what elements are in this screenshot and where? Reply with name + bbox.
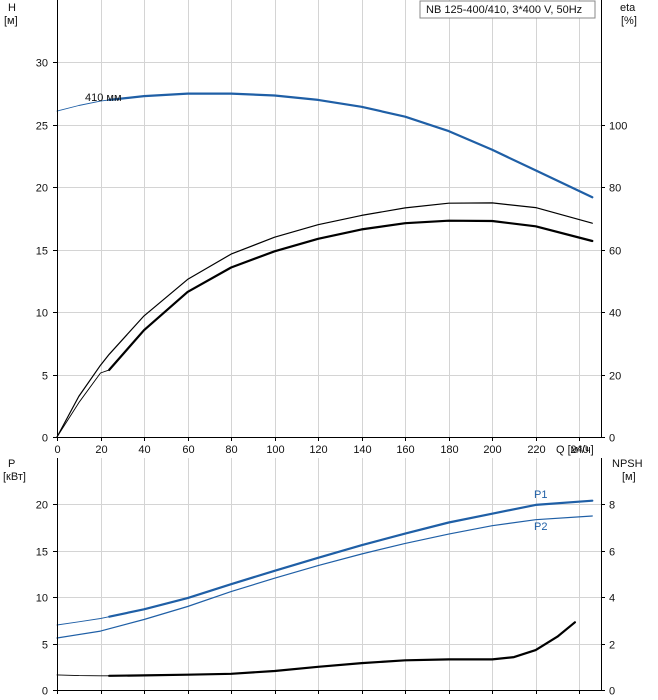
left-tick-label-5: 5 — [42, 640, 48, 652]
right-tick-label-0: 0 — [609, 686, 615, 698]
right-tick-label-20: 20 — [609, 371, 621, 383]
left-tick-label-20: 20 — [36, 500, 48, 512]
bottom-right-axis-unit: [м] — [622, 471, 636, 483]
series-0-0-extension — [56, 99, 110, 112]
x-tick-label-240: 240 — [570, 444, 588, 456]
left-tick-label-10: 10 — [36, 308, 48, 320]
x-tick-label-200: 200 — [483, 444, 501, 456]
right-tick-label-2: 2 — [609, 640, 615, 652]
series-1-2-line — [108, 621, 577, 677]
right-tick-label-8: 8 — [609, 500, 615, 512]
legend-box-text: NB 125-400/410, 3*400 V, 50Hz — [426, 4, 582, 16]
x-axis-label: Q [м³/ч] — [556, 444, 594, 456]
right-tick-label-6: 6 — [609, 547, 615, 559]
right-tick-label-4: 4 — [609, 593, 615, 605]
right-tick-label-40: 40 — [609, 308, 621, 320]
left-tick-label-25: 25 — [36, 121, 48, 133]
head-efficiency-panel: 0 5 10 15 20 25 30 0 20 40 60 80 100 0 20 40 60 80 100 120 1… — [4, 0, 637, 456]
x-tick-label-20: 20 — [95, 444, 107, 456]
bottom-series — [56, 499, 594, 677]
top-right-axis-unit: [%] — [621, 15, 637, 27]
bottom-grid — [57, 458, 601, 690]
series-1-2-extension — [56, 674, 110, 677]
right-tick-label-100: 100 — [609, 121, 627, 133]
series-1-0-extension — [56, 616, 110, 626]
series-label-p2: P2 — [534, 521, 547, 533]
left-tick-label-0: 0 — [42, 686, 48, 698]
right-tick-label-60: 60 — [609, 246, 621, 258]
x-tick-label-40: 40 — [138, 444, 150, 456]
x-tick-label-80: 80 — [225, 444, 237, 456]
series-0-0-line — [108, 92, 594, 199]
series-label-410: 410 мм — [85, 92, 122, 104]
right-tick-label-0: 0 — [609, 433, 615, 445]
top-right-axis-title: eta — [620, 2, 636, 14]
left-tick-label-0: 0 — [42, 433, 48, 445]
left-tick-label-20: 20 — [36, 183, 48, 195]
top-left-axis-title: H — [8, 2, 16, 14]
top-tick-labels: 0 5 10 15 20 25 30 0 20 40 60 80 100 0 20 40 60 80 100 120 1… — [36, 58, 628, 457]
bottom-axes — [57, 458, 602, 691]
x-tick-label-120: 120 — [309, 444, 327, 456]
right-tick-label-80: 80 — [609, 183, 621, 195]
x-tick-label-0: 0 — [54, 444, 60, 456]
top-axes — [57, 0, 602, 438]
left-tick-label-5: 5 — [42, 371, 48, 383]
x-tick-label-220: 220 — [527, 444, 545, 456]
bottom-left-axis-title: P — [8, 458, 15, 470]
series-0-2-extension — [56, 369, 110, 438]
left-tick-label-10: 10 — [36, 593, 48, 605]
top-grid — [57, 0, 601, 437]
left-tick-label-30: 30 — [36, 58, 48, 70]
x-tick-label-180: 180 — [440, 444, 458, 456]
series-1-1-line — [56, 515, 593, 639]
bottom-tick-labels: 0 5 10 15 20 0 2 4 6 8 — [36, 500, 615, 698]
series-label-p1: P1 — [534, 489, 547, 501]
top-left-axis-unit: [м] — [4, 15, 18, 27]
top-series — [56, 92, 594, 438]
x-tick-label-60: 60 — [182, 444, 194, 456]
series-0-1-line — [56, 202, 593, 438]
bottom-left-axis-unit: [кВт] — [3, 471, 26, 483]
legend-box: NB 125-400/410, 3*400 V, 50Hz — [419, 0, 596, 19]
x-tick-label-100: 100 — [266, 444, 284, 456]
series-1-0-line — [108, 499, 594, 618]
power-npsh-panel: 0 5 10 15 20 0 2 4 6 8 P [кВт] NPSH [м] P1 P2 — [3, 458, 643, 698]
bottom-right-axis-title: NPSH — [612, 458, 643, 470]
x-tick-label-160: 160 — [396, 444, 414, 456]
series-0-2-line — [108, 219, 594, 371]
left-tick-label-15: 15 — [36, 547, 48, 559]
left-tick-label-15: 15 — [36, 246, 48, 258]
x-tick-label-140: 140 — [353, 444, 371, 456]
